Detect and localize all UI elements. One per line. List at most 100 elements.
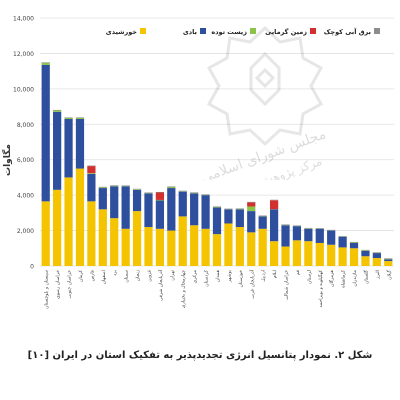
bar-segment-small_hydro [178,190,187,192]
bar-segment-wind [87,173,96,202]
bar-segment-wind [155,200,165,229]
bar-segment-solar [224,223,233,266]
bar-segment-wind [144,193,153,228]
bar-segment-wind [247,211,256,233]
bar-segment-solar [87,201,96,266]
bar-segment-wind [269,209,279,242]
bar-segment-small_hydro [315,228,324,229]
bar-segment-biomass [349,242,359,243]
watermark-logo: مجلس شورای اسلامی مرکز پژوهش ها [199,25,328,180]
bar-segment-geothermal [269,200,279,210]
x-tick-label: اردبیل [262,270,267,282]
bar-segment-solar [372,258,381,266]
bar-segment-small_hydro [110,185,119,186]
bar-segment-solar [281,246,290,266]
bar-segment-wind [121,186,130,229]
bar-segment-small_hydro [155,191,165,193]
bar-segment-biomass [155,199,165,201]
bar-segment-small_hydro [304,227,313,229]
bar-segment-wind [349,242,359,249]
bar-segment-small_hydro [258,215,267,217]
bar-segment-solar [338,247,347,266]
bar-segment-wind [235,209,244,228]
bar-segment-geothermal [247,202,256,207]
y-tick-label: 0 [30,264,34,271]
y-tick-label: 8,000 [17,122,34,129]
bar-segment-solar [247,232,256,266]
bar-segment-small_hydro [167,186,176,187]
bar-segment-small_hydro [338,236,347,237]
x-tick-label: کهگیلویه و بویراحمد [317,269,324,307]
bar-segment-solar [361,256,370,266]
bar-segment-solar [258,228,267,266]
bar-segment-wind [212,207,222,235]
x-tick-label: آذربایجان غربی [249,269,255,298]
y-tick-label: 12,000 [13,51,34,58]
bar-segment-small_hydro [53,109,62,111]
bar-segment-small_hydro [132,188,142,190]
bar-segment-wind [304,228,313,242]
bar-segment-solar [155,228,165,266]
legend-label-biomass: زیست توده [211,28,247,36]
bar-segment-small_hydro [75,117,85,118]
x-tick-label: فارس [90,270,95,281]
bar-segment-small_hydro [87,165,96,167]
bar-segment-small_hydro [281,224,290,225]
bar-segment-biomass [212,207,222,208]
bar-segment-biomass [53,110,62,112]
legend-swatch-wind [200,28,206,34]
x-tick-label: بوشهر [227,270,232,283]
x-tick-label: خراسان جنوبی [68,270,73,299]
bar-segment-biomass [41,62,50,65]
bar-segment-solar [304,241,313,266]
bar-segment-wind [315,228,324,243]
bar-segment-solar [144,227,153,266]
y-axis-ticks: 0 2,000 4,000 6,000 8,000 10,000 12,000 14,000 [13,16,34,271]
x-tick-label: خوزستان [239,270,244,288]
bar-segment-solar [190,225,199,266]
bar-segment-biomass [361,250,370,251]
x-tick-label: کرمانشاه [341,269,347,288]
x-tick-label: اصفهان [102,270,107,284]
bar-segment-wind [201,195,210,229]
y-tick-label: 2,000 [17,228,34,235]
bar-segment-solar [75,168,85,266]
legend: برق آبی کوچک زمین گرمایی زیست توده بادی خورش… [106,27,380,36]
legend-swatch-geothermal [310,28,316,34]
x-tick-label: مازندران [353,269,358,286]
x-tick-label: قم [296,270,301,275]
y-axis-label: مگاوات [1,144,13,176]
bar-segment-biomass [132,189,142,190]
bar-segment-solar [41,201,50,266]
bar-segment-wind [361,250,370,257]
bar-segment-wind [132,189,142,212]
renewable-potential-chart: 02,0004,0006,0008,00010,00012,00014,000 … [1,16,394,309]
bar-segment-biomass [167,186,176,189]
bar-segment-wind [258,216,267,229]
x-tick-label: لرستان [307,270,312,284]
bar-segment-solar [212,234,222,266]
bar-segment-small_hydro [327,229,336,231]
y-tick-label: 10,000 [13,86,34,93]
bar-segment-wind [75,118,85,169]
bars [41,62,393,266]
bar-segment-small_hydro [212,206,222,208]
bar-segment-solar [132,211,142,266]
bar-segment-wind [110,186,119,219]
bar-segment-small_hydro [292,225,302,226]
bar-segment-biomass [190,192,199,194]
x-tick-label: کرمان [78,269,84,282]
bar-segment-small_hydro [384,258,393,259]
x-axis-tick-labels: سیستان و بلوچستان خراسان رضوی خراسان جنوبی… [45,269,393,309]
bar-segment-solar [178,216,187,266]
bar-segment-wind [41,64,50,202]
bar-segment-small_hydro [144,192,153,194]
bar-segment-small_hydro [201,194,210,195]
x-tick-label: البرز [376,270,381,280]
bar-segment-wind [327,230,336,245]
bar-segment-wind [281,225,290,247]
x-tick-label: زنجان [136,270,141,281]
bar-segment-small_hydro [349,241,359,243]
legend-label-small_hydro: برق آبی کوچک [324,27,371,36]
x-tick-label: یزد [113,269,118,276]
